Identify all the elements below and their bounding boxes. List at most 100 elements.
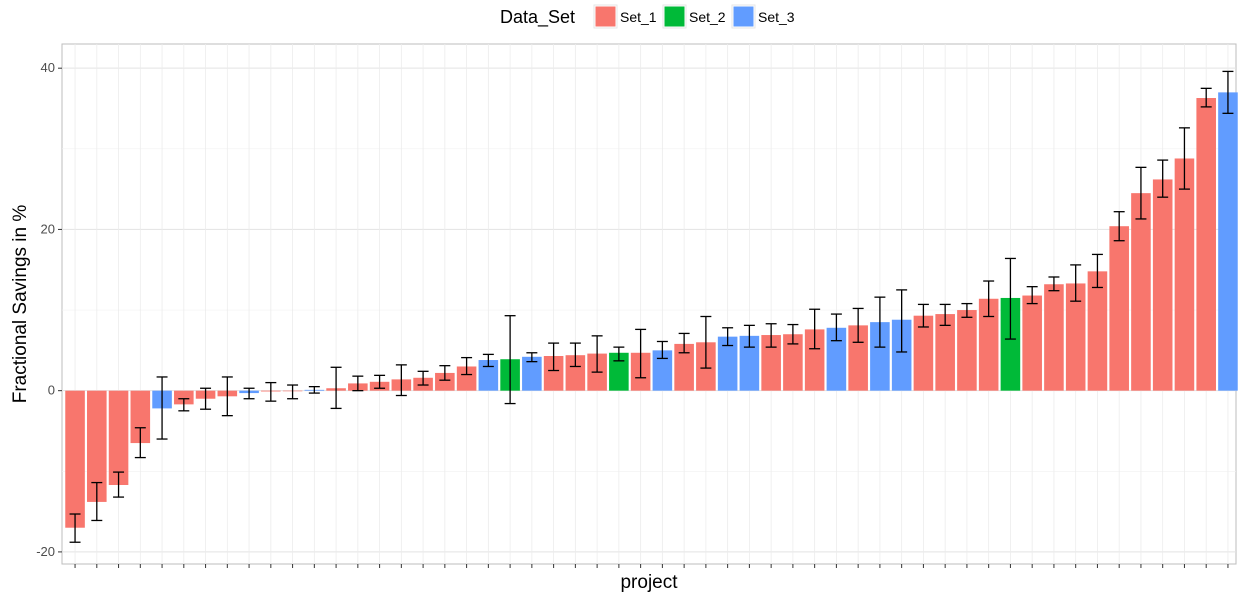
- bar-set-1: [87, 390, 107, 502]
- error-bar: [1135, 166, 1147, 220]
- bar-set-2: [1000, 297, 1021, 391]
- bar-set-1: [761, 335, 781, 391]
- error-bar: [417, 370, 429, 386]
- error-bar: [1200, 87, 1212, 108]
- bar-set-1: [543, 356, 564, 391]
- bar-set-3: [1218, 92, 1238, 391]
- bar-set-3: [891, 319, 912, 391]
- error-bar: [809, 308, 821, 350]
- error-bar: [243, 387, 255, 400]
- bar-set-1: [804, 329, 825, 391]
- error-bar: [613, 346, 625, 362]
- bar-set-1: [108, 390, 129, 485]
- bar-set-3: [652, 350, 673, 391]
- error-bar: [830, 313, 842, 342]
- bar-set-1: [1109, 226, 1129, 391]
- legend-item-set-3: Set_3: [731, 4, 795, 29]
- y-tick-label: 20: [41, 221, 55, 236]
- error-bar: [526, 352, 538, 363]
- error-bar: [1222, 70, 1234, 114]
- bar-set-3: [717, 336, 738, 391]
- error-bar: [743, 324, 755, 348]
- y-axis: -20 0 20 40: [36, 60, 62, 559]
- bar-set-1: [1065, 283, 1086, 391]
- error-bar: [395, 364, 407, 397]
- bar-set-1: [913, 315, 934, 391]
- error-bar: [983, 280, 995, 318]
- error-bar: [569, 342, 581, 368]
- error-bar: [1048, 276, 1060, 292]
- y-tick-label: -20: [36, 544, 55, 559]
- bar-set-1: [1044, 284, 1064, 391]
- error-bar: [1178, 127, 1190, 190]
- error-bar: [200, 387, 212, 410]
- legend-label: Set_2: [689, 9, 726, 25]
- error-bar: [1091, 253, 1103, 289]
- error-bar: [91, 481, 103, 522]
- bar-set-1: [130, 390, 151, 444]
- bar-set-1: [1152, 179, 1173, 391]
- bar-set-1: [935, 314, 955, 391]
- error-bar: [482, 353, 494, 368]
- bar-set-1: [65, 390, 85, 528]
- error-bar: [69, 513, 81, 543]
- legend-swatch-frame: [662, 4, 687, 29]
- error-bars: [69, 70, 1234, 543]
- error-bar: [1026, 286, 1038, 305]
- bar-set-1: [565, 355, 586, 391]
- x-axis-title: project: [620, 572, 678, 593]
- error-bar: [656, 340, 668, 360]
- error-bar: [874, 296, 886, 348]
- bar-set-3: [478, 360, 499, 391]
- error-bar: [134, 427, 146, 459]
- error-bar: [221, 376, 233, 417]
- error-bar: [374, 374, 386, 389]
- error-bar: [678, 332, 690, 354]
- bar-set-1: [1131, 193, 1151, 391]
- error-bar: [265, 381, 277, 402]
- error-bar: [1157, 159, 1169, 198]
- error-bar: [330, 366, 342, 410]
- bar-set-1: [674, 343, 694, 391]
- legend-item-set-2: Set_2: [662, 4, 726, 29]
- bar-set-2: [609, 352, 629, 391]
- bar-set-1: [1087, 271, 1108, 391]
- error-bar: [700, 315, 712, 369]
- y-axis-title: Fractional Savings in %: [10, 205, 31, 404]
- legend-label: Set_3: [758, 9, 795, 25]
- error-bar: [1004, 257, 1016, 340]
- legend-swatch: [663, 5, 686, 28]
- legend-label: Set_1: [620, 9, 657, 25]
- bar-set-1: [174, 390, 194, 405]
- bars: [65, 92, 1238, 528]
- bar-set-1: [957, 310, 977, 391]
- error-bar: [896, 289, 908, 353]
- error-bar: [287, 384, 299, 400]
- legend-swatch: [594, 5, 617, 28]
- error-bar: [722, 327, 734, 347]
- error-bar: [439, 365, 451, 381]
- legend-item-set-1: Set_1: [593, 4, 657, 29]
- error-bar: [352, 375, 364, 392]
- error-bar: [591, 335, 603, 373]
- y-tick-label: 40: [41, 60, 55, 75]
- bar-set-1: [435, 372, 455, 391]
- bar-set-1: [783, 334, 803, 391]
- error-bar: [178, 398, 190, 412]
- bar-set-1: [978, 298, 999, 391]
- bar-set-1: [456, 366, 477, 391]
- legend-items: Set_1 Set_2 Set_3: [593, 4, 795, 29]
- error-bar: [461, 356, 473, 376]
- legend-swatch: [732, 5, 755, 28]
- legend-swatch-frame: [593, 4, 618, 29]
- y-tick-label: 0: [48, 383, 55, 398]
- bar-set-1: [1174, 158, 1195, 391]
- error-bar: [939, 303, 951, 327]
- error-bar: [308, 385, 320, 394]
- bar-set-3: [522, 356, 542, 391]
- x-axis: [74, 564, 1229, 568]
- bar-set-3: [739, 335, 760, 391]
- bar-set-3: [826, 327, 847, 391]
- error-bar: [787, 323, 799, 345]
